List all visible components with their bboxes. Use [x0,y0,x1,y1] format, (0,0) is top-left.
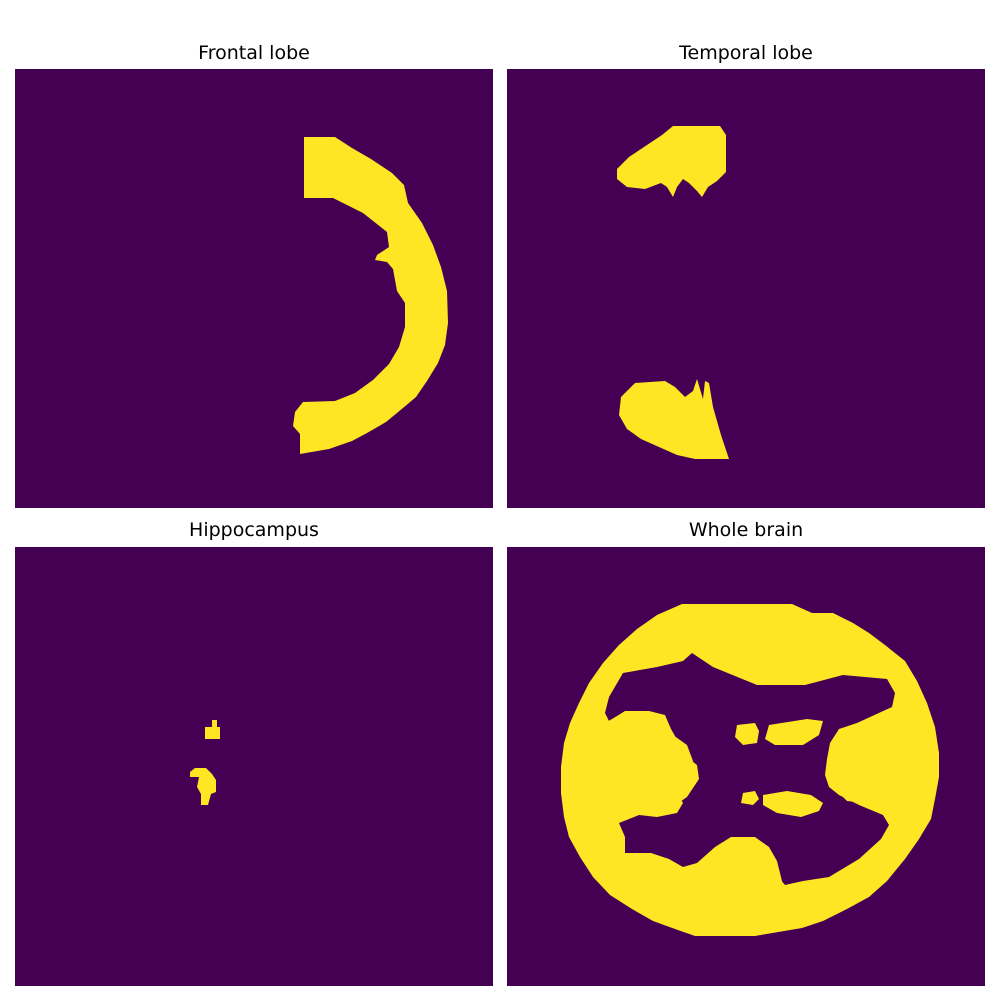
panel-title-whole-brain: Whole brain [507,518,985,542]
panel-title-temporal-lobe: Temporal lobe [507,41,985,65]
mask-background [507,69,985,508]
panel-title-hippocampus: Hippocampus [15,518,493,542]
frontal-lobe-mask-image [15,69,493,508]
hippocampus-mask-image [15,547,493,986]
panel-title-frontal-lobe: Frontal lobe [15,41,493,65]
mask-background [15,547,493,986]
temporal-lobe-mask-image [507,69,985,508]
whole-brain-mask-image [507,547,985,986]
